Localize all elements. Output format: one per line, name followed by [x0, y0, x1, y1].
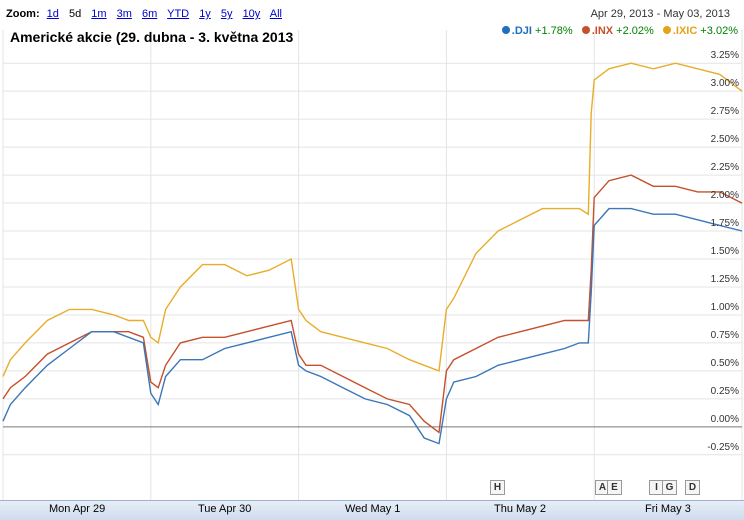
- chart-title: Americké akcie (29. dubna - 3. května 20…: [10, 29, 294, 45]
- x-axis-bar: [0, 500, 744, 520]
- x-tick-label: Wed May 1: [345, 503, 401, 515]
- date-range-start: Apr 29, 2013: [590, 8, 654, 20]
- y-tick-label: 1.25%: [710, 273, 739, 285]
- event-flag-h[interactable]: H: [490, 480, 505, 495]
- x-tick-label: Fri May 3: [645, 503, 691, 515]
- zoom-1d[interactable]: 1d: [46, 8, 59, 20]
- y-tick-label: 1.50%: [710, 246, 739, 257]
- date-range: Apr 29, 2013 - May 03, 2013: [591, 8, 730, 20]
- x-tick-label: Thu May 2: [494, 503, 546, 515]
- y-tick-label: 0.25%: [710, 385, 739, 397]
- y-tick-label: 3.25%: [710, 50, 739, 62]
- legend-name: .INX: [591, 25, 614, 37]
- y-tick-label: 2.25%: [710, 162, 739, 174]
- y-tick-label: 0.50%: [710, 357, 739, 369]
- event-flag-d[interactable]: D: [685, 480, 700, 495]
- event-flag-g[interactable]: G: [662, 480, 677, 495]
- legend-name: .IXIC: [672, 25, 698, 37]
- zoom-label: Zoom:: [6, 8, 40, 20]
- date-range-separator: -: [653, 8, 664, 20]
- event-flag-e[interactable]: E: [607, 480, 622, 495]
- y-tick-label: 2.75%: [710, 106, 739, 118]
- legend-change: +1.78%: [535, 25, 573, 37]
- y-tick-label: 0.00%: [710, 413, 739, 425]
- x-tick-label: Tue Apr 30: [198, 503, 252, 515]
- legend: .DJI +1.78% .INX +2.02% .IXIC +3.02%: [496, 25, 738, 37]
- legend-change: +3.02%: [700, 25, 738, 37]
- zoom-3m[interactable]: 3m: [116, 8, 132, 20]
- y-tick-label: 3.00%: [710, 78, 739, 90]
- legend-name: .DJI: [511, 25, 532, 37]
- series-line-dji: [2, 207, 743, 445]
- legend-dot-icon: [662, 26, 671, 34]
- y-tick-label: 2.00%: [710, 190, 739, 202]
- zoom-1m[interactable]: 1m: [91, 8, 107, 20]
- y-tick-label: 1.00%: [710, 301, 739, 313]
- date-range-end: May 03, 2013: [663, 8, 730, 20]
- zoom-5d-selected: 5d: [68, 8, 82, 20]
- zoom-5y[interactable]: 5y: [220, 8, 233, 20]
- zoom-10y[interactable]: 10y: [242, 8, 261, 20]
- zoom-ytd[interactable]: YTD: [167, 8, 190, 20]
- legend-item-ixic[interactable]: .IXIC +3.02%: [662, 25, 738, 37]
- zoom-all[interactable]: All: [269, 8, 282, 20]
- zoom-6m[interactable]: 6m: [141, 8, 158, 20]
- zoom-1y[interactable]: 1y: [199, 8, 211, 20]
- zoom-bar: Zoom: 1d 5d 1m 3m 6m YTD 1y 5y 10y All: [6, 8, 289, 20]
- legend-item-inx[interactable]: .INX +2.02%: [581, 25, 657, 37]
- legend-change: +2.02%: [616, 25, 654, 37]
- series-lines: [2, 62, 743, 445]
- y-tick-label: 1.75%: [710, 218, 739, 230]
- legend-dot-icon: [501, 26, 510, 34]
- legend-dot-icon: [581, 26, 590, 34]
- gridlines: [2, 30, 743, 500]
- series-line-ixic: [2, 62, 743, 377]
- x-tick-label: Mon Apr 29: [49, 503, 106, 515]
- series-line-inx: [2, 174, 743, 434]
- legend-item-dji[interactable]: .DJI +1.78%: [501, 25, 576, 37]
- y-tick-label: 2.50%: [710, 134, 739, 146]
- y-tick-label: 0.75%: [710, 329, 739, 341]
- y-tick-label: -0.25%: [707, 441, 739, 453]
